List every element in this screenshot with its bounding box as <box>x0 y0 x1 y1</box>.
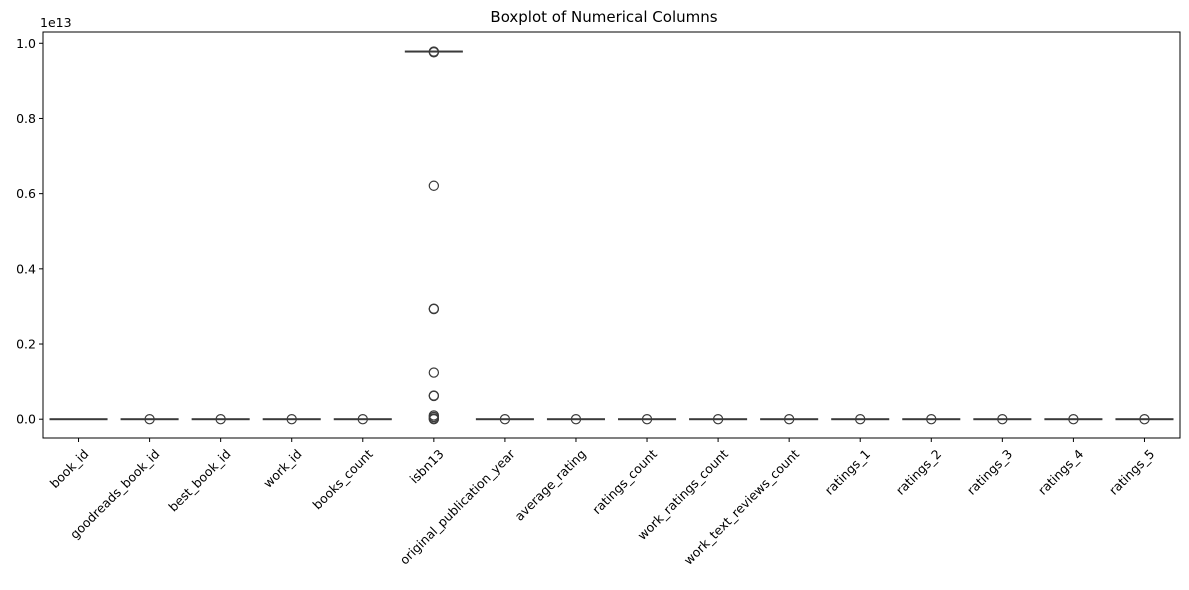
y-axis: 0.0 0.2 0.4 0.6 0.8 1.0 <box>16 36 43 427</box>
box-goodreads_book_id <box>120 414 179 425</box>
x-tick-label: books_count <box>310 446 376 512</box>
box-work_text_reviews_count <box>760 414 819 425</box>
outlier-point <box>855 414 866 425</box>
plot-area <box>49 46 1174 425</box>
box-book_id <box>49 418 108 421</box>
y-tick-label: 0.4 <box>16 261 36 276</box>
outlier-point <box>712 414 724 425</box>
y-tick-label: 0.6 <box>16 186 36 201</box>
box-isbn13 <box>404 46 463 425</box>
box-work_id <box>262 414 321 425</box>
outlier-point <box>428 414 440 425</box>
x-tick-label: average_rating <box>511 446 588 523</box>
x-tick-label: ratings_2 <box>893 446 944 497</box>
outlier-point <box>428 180 440 191</box>
box-ratings_1 <box>831 414 890 425</box>
outlier-point <box>926 414 937 425</box>
x-tick-label: ratings_5 <box>1106 446 1157 497</box>
outlier-point <box>428 367 440 378</box>
outlier-point <box>783 414 795 425</box>
x-tick-label: ratings_3 <box>964 446 1015 497</box>
outlier-point <box>286 414 297 425</box>
outlier-point <box>144 414 155 425</box>
outlier-point <box>641 414 653 425</box>
y-tick-label: 0.0 <box>16 412 36 427</box>
box-ratings_count <box>618 414 677 425</box>
box-books_count <box>333 414 392 425</box>
outlier-point <box>428 46 440 57</box>
y-tick-label: 0.8 <box>16 111 36 126</box>
x-tick-label: book_id <box>47 446 92 491</box>
box-original_publication_year <box>475 414 534 425</box>
x-tick-label: ratings_4 <box>1035 446 1086 497</box>
x-tick-label: isbn13 <box>407 446 447 486</box>
x-tick-label: ratings_1 <box>822 446 873 497</box>
y-tick-label: 1.0 <box>16 36 36 51</box>
x-tick-label: best_book_id <box>165 446 233 514</box>
chart-title: Boxplot of Numerical Columns <box>490 8 717 26</box>
box-ratings_4 <box>1044 414 1103 425</box>
outlier-point <box>215 414 226 425</box>
x-tick-label: original_publication_year <box>397 446 519 568</box>
box-average_rating <box>546 414 605 425</box>
x-tick-label: ratings_count <box>589 446 660 517</box>
outlier-point <box>357 414 368 425</box>
x-tick-label: work_text_reviews_count <box>681 446 803 568</box>
box-ratings_5 <box>1115 414 1174 425</box>
outlier-point <box>428 303 440 315</box>
box-work_ratings_count <box>689 414 748 425</box>
outlier-point <box>1139 414 1150 425</box>
box-ratings_2 <box>902 414 961 425</box>
box-ratings_3 <box>973 414 1032 425</box>
outlier-point <box>428 390 440 402</box>
y-tick-label: 0.2 <box>16 337 36 352</box>
y-axis-offset-text: 1e13 <box>40 15 72 30</box>
x-tick-label: work_id <box>260 446 304 490</box>
outlier-point <box>499 414 511 425</box>
outlier-point <box>997 414 1008 425</box>
outlier-point <box>1068 414 1079 425</box>
box-best_book_id <box>191 414 250 425</box>
outlier-point <box>570 414 582 425</box>
axes-frame <box>42 31 1181 439</box>
